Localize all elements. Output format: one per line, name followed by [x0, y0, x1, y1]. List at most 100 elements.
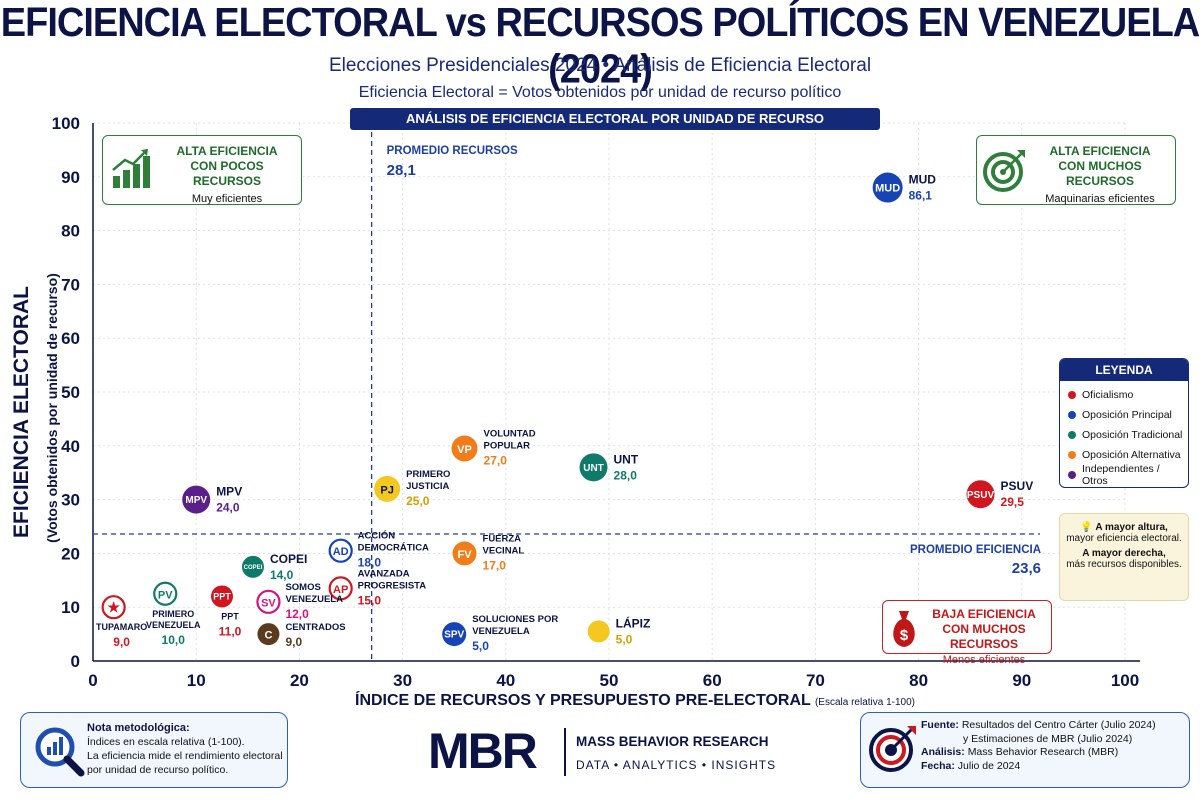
point-value: 12,0 [285, 607, 309, 621]
point-abbr: SPV [444, 630, 464, 641]
point-value: 9,0 [113, 635, 130, 649]
quadrant-top-left-title1: ALTA EFICIENCIA [176, 144, 278, 158]
point-name: FUERZA [483, 533, 522, 544]
point-value: 24,0 [216, 501, 240, 515]
method-note-box: Nota metodológica: Índices en escala rel… [20, 712, 288, 788]
point-name: VECINAL [483, 545, 525, 556]
point-marker [374, 475, 401, 502]
point-value: 15,0 [358, 593, 382, 607]
legend-label: Oposición Principal [1082, 409, 1172, 421]
point-abbr: AD [333, 546, 349, 558]
y-tick-label: 10 [61, 598, 80, 617]
quadrant-top-left-box: ALTA EFICIENCIA CON POCOS RECURSOS Muy e… [102, 135, 302, 205]
point-name: PSUV [1001, 479, 1034, 493]
method-title: Nota metodológica: [87, 722, 190, 734]
quadrant-bottom-right-box: $ BAJA EFICIENCIA CON MUCHOS RECURSOS Me… [882, 600, 1052, 666]
point-name: MPV [216, 485, 242, 499]
hint-line1: mayor eficiencia electoral. [1066, 533, 1182, 544]
point-marker [451, 435, 478, 462]
target-icon [983, 150, 1025, 192]
legend-label: Independientes / Otros [1081, 463, 1160, 487]
y-tick-label: 40 [61, 437, 80, 456]
point-marker [452, 541, 477, 566]
source-box: Fuente: Resultados del Centro Cárter (Ju… [860, 712, 1190, 788]
x-tick-label: 10 [187, 671, 206, 690]
point-abbr: MPV [185, 495, 207, 506]
data-point: PSUV PSUV 29,5 [966, 479, 1034, 509]
data-point: COPEI COPEI 14,0 [241, 552, 307, 582]
point-name: PROGRESISTA [358, 580, 427, 591]
point-name: SOLUCIONES POR [472, 614, 558, 625]
point-marker [241, 555, 264, 578]
quadrant-bottom-right-title2: CON MUCHOS RECURSOS [942, 622, 1026, 651]
point-name: CENTRADOS [285, 622, 345, 633]
money-bag-icon: $ [893, 611, 915, 647]
point-value: 10,0 [162, 633, 186, 647]
data-point: MUD MUD 86,1 [872, 172, 936, 203]
point-name: COPEI [270, 552, 307, 566]
legend-dot [1068, 391, 1076, 399]
point-value: 86,1 [909, 189, 933, 203]
svg-text:$: $ [900, 627, 909, 644]
hint-line2-bold: A mayor derecha, [1082, 548, 1166, 559]
point-abbr: PJ [380, 484, 393, 496]
legend-item: Independientes / Otros [1060, 463, 1188, 487]
point-abbr: MUD [875, 183, 900, 195]
point-abbr: PSUV [967, 490, 995, 501]
fecha-value: Julio de 2024 [957, 759, 1021, 772]
quadrant-top-right-title2: CON MUCHOS RECURSOS [1058, 159, 1142, 188]
brand-name: MASS BEHAVIOR RESEARCH [576, 734, 769, 749]
page-title: EFICIENCIA ELECTORAL vs RECURSOS POLÍTIC… [0, 0, 1200, 93]
point-marker [211, 585, 233, 608]
x-axis-label: ÍNDICE DE RECURSOS Y PRESUPUESTO PRE-ELE… [355, 692, 915, 710]
data-point: MPV MPV 24,0 [182, 485, 242, 515]
point-value: 27,0 [484, 453, 508, 467]
point-name: PRIMERO [406, 469, 450, 480]
point-abbr: ★ [107, 599, 120, 615]
page-subtitle: Elecciones Presidenciales 2024 • Análisi… [328, 55, 872, 76]
point-value: 29,5 [1001, 495, 1025, 509]
point-name: TUPAMARO [96, 622, 147, 632]
point-value: 5,0 [616, 632, 633, 646]
mean-y-value: 23,6 [1012, 560, 1041, 577]
legend-item: Oposición Alternativa [1060, 445, 1188, 465]
brand-divider [564, 728, 566, 776]
y-axis-label: EFICIENCIA ELECTORAL [10, 286, 33, 539]
point-abbr: C [264, 630, 272, 642]
point-value: 17,0 [483, 558, 507, 572]
point-name: DEMOCRÁTICA [358, 543, 429, 554]
legend-dot [1068, 431, 1076, 439]
point-marker [328, 576, 353, 601]
x-axis-label-note: (Escala relativa 1-100) [814, 697, 915, 708]
lightbulb-icon: 💡 [1080, 522, 1093, 533]
hint-line1-bold: A mayor altura, [1095, 522, 1168, 533]
point-name: VENEZUELA [146, 620, 201, 630]
legend-label: Oposición Alternativa [1082, 449, 1181, 461]
magnifier-chart-icon [35, 727, 85, 777]
legend: LEYENDA Oficialismo Oposición Principal Op… [1059, 358, 1189, 488]
point-value: 28,0 [614, 468, 638, 482]
method-line2: La eficiencia mide el rendimiento electo… [87, 750, 283, 776]
fecha-label: Fecha: [921, 759, 955, 772]
fuente-line2: y Estimaciones de MBR (Julio 2024) [963, 732, 1133, 745]
quadrant-top-right-note: Maquinarias eficientes [1045, 193, 1155, 205]
x-tick-label: 100 [1111, 671, 1139, 690]
legend-items: Oficialismo Oposición Principal Oposición … [1060, 381, 1188, 487]
legend-item: Oficialismo [1060, 385, 1188, 405]
x-tick-label: 60 [703, 671, 722, 690]
reading-hint: 💡 A mayor altura, mayor eficiencia elect… [1059, 513, 1189, 601]
y-tick-label: 0 [71, 652, 80, 671]
point-marker [153, 581, 178, 606]
x-tick-label: 20 [290, 671, 309, 690]
point-marker [587, 620, 610, 643]
y-tick-label: 60 [61, 329, 80, 348]
x-tick-label: 80 [909, 671, 928, 690]
